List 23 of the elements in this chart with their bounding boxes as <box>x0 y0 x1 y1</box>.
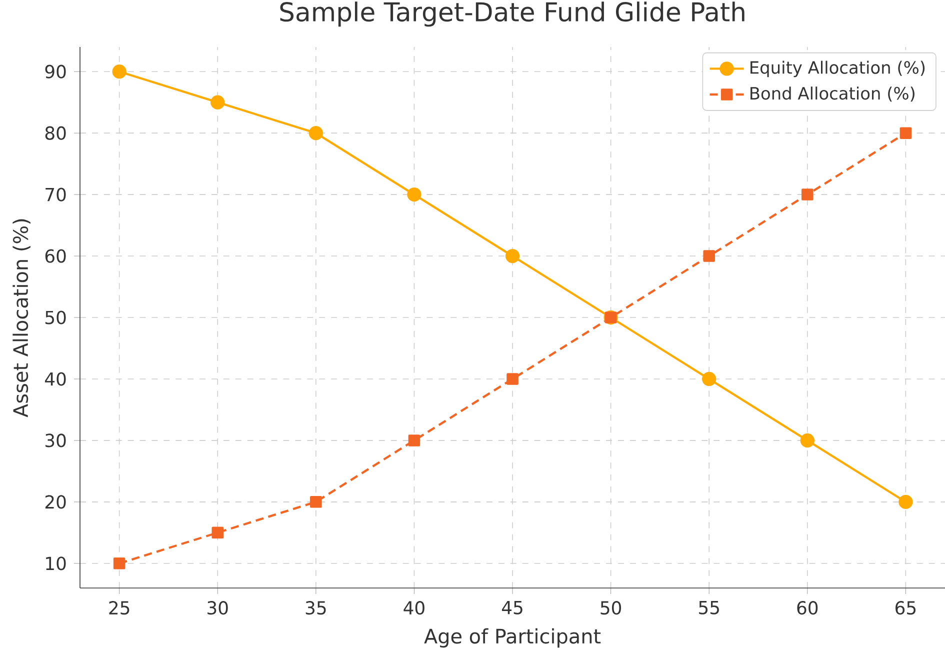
x-tick-label: 50 <box>600 601 622 615</box>
y-tick-label: 30 <box>46 434 66 448</box>
y-tick-label: 80 <box>45 126 66 140</box>
y-tick-label: 90 <box>45 64 66 78</box>
x-tick-label: 60 <box>797 601 818 615</box>
legend-label: Bond Allocation (%) <box>750 86 914 102</box>
y-tick-label: 60 <box>45 249 66 263</box>
y-tick-label: 40 <box>45 372 66 386</box>
y-tick-label: 20 <box>45 495 66 509</box>
x-tick-label: 25 <box>109 601 130 615</box>
x-tick-label: 40 <box>404 601 424 615</box>
x-axis-title: Age of Participant <box>424 628 601 648</box>
x-tick-label: 65 <box>896 601 916 615</box>
y-axis-title: Asset Allocation (%) <box>12 219 30 418</box>
x-tick-label: 30 <box>208 601 228 615</box>
y-tick-label: 70 <box>46 188 66 202</box>
y-tick-label: 50 <box>46 310 66 324</box>
x-tick-label: 35 <box>306 601 326 615</box>
chart-title: Sample Target-Date Fund Glide Path <box>280 2 744 27</box>
legend-label: Equity Allocation (%) <box>750 60 925 78</box>
x-tick-label: 55 <box>699 601 719 614</box>
y-tick-label: 10 <box>46 556 66 570</box>
x-tick-label: 45 <box>502 601 522 614</box>
